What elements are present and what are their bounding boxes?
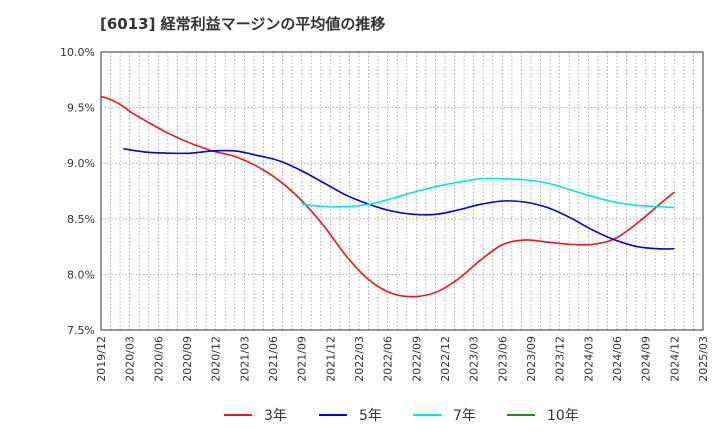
x-tick-label: 2020/06 [152,336,165,382]
y-tick-label: 8.5% [67,213,95,226]
x-tick-label: 2023/12 [554,336,567,382]
x-tick-label: 2023/06 [496,336,509,382]
x-tick-label: 2022/12 [439,336,452,382]
y-tick-label: 8.0% [67,268,95,281]
x-tick-label: 2023/03 [468,336,481,382]
x-tick-label: 2022/06 [382,336,395,382]
x-tick-label: 2024/06 [611,336,624,382]
series-line-3 [301,177,675,209]
x-tick-label: 2020/09 [181,336,194,382]
y-tick-label: 9.5% [67,102,95,115]
x-tick-label: 2024/09 [640,336,653,382]
series-line-2 [123,147,675,250]
legend: 3年 5年 7年 10年 [224,408,579,424]
plot-frame [100,51,704,331]
y-axis-ticks: 7.5% 8.0% 8.5% 9.0% 9.5% 10.0% [60,46,95,337]
x-tick-label: 2024/12 [668,336,681,382]
chart-title: [6013] 経常利益マージンの平均値の推移 [100,15,386,33]
series-line-1 [100,95,675,298]
x-axis-ticks: 2019/12 2020/03 2020/06 2020/09 2020/12 2021/… [95,336,710,382]
legend-label-2: 5年 [359,408,382,424]
x-tick-label: 2020/03 [124,336,137,382]
x-tick-label: 2021/09 [296,336,309,382]
series-lines [100,95,675,298]
x-tick-label: 2021/12 [324,336,337,382]
x-tick-label: 2024/03 [582,336,595,382]
legend-label-3: 7年 [453,408,476,424]
y-tick-label: 9.0% [67,157,95,170]
legend-label-4: 10年 [547,408,579,424]
y-tick-label: 10.0% [60,46,95,59]
x-tick-label: 2021/06 [267,336,280,382]
x-tick-label: 2022/09 [410,336,423,382]
grid [101,52,703,330]
x-tick-label: 2019/12 [95,336,108,382]
y-tick-label: 7.5% [67,324,95,337]
x-tick-label: 2023/09 [525,336,538,382]
x-tick-label: 2020/12 [210,336,223,382]
x-tick-label: 2022/03 [353,336,366,382]
legend-label-1: 3年 [264,408,287,424]
x-tick-label: 2021/03 [238,336,251,382]
x-tick-label: 2025/03 [697,336,710,382]
